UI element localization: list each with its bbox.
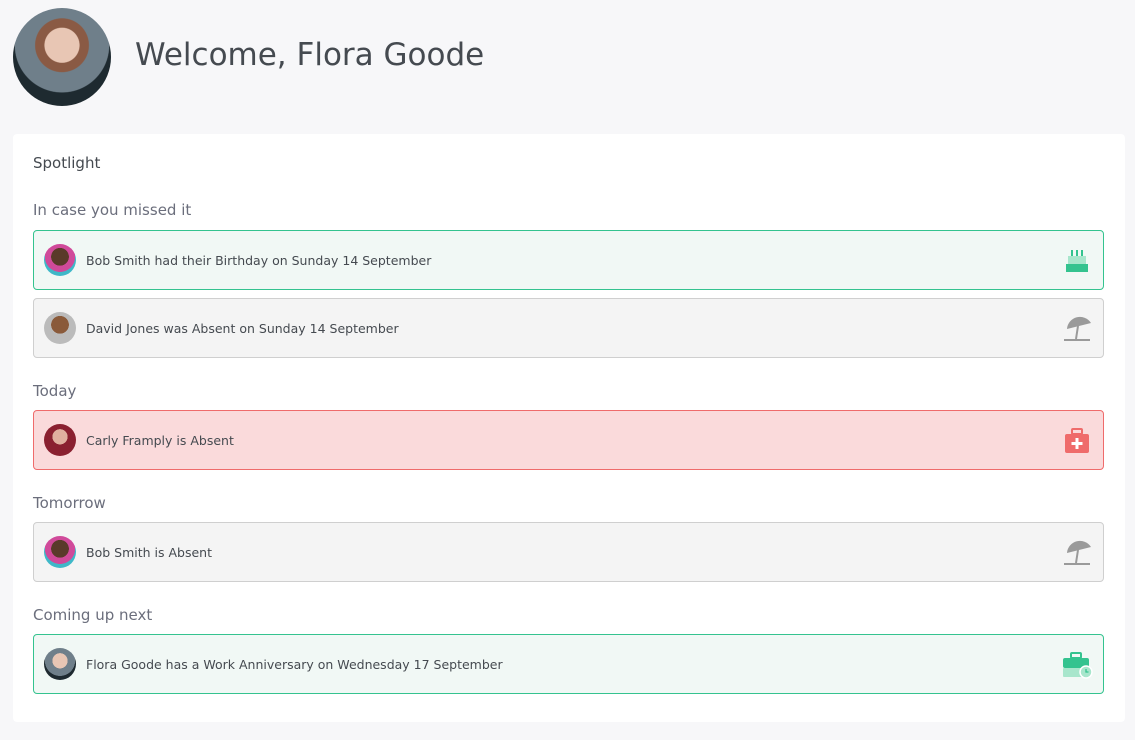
item-text: David Jones was Absent on Sunday 14 Sept… — [86, 320, 399, 336]
page-title: Welcome, Flora Goode — [135, 37, 485, 73]
item-text: Carly Framply is Absent — [86, 432, 234, 448]
item-text: Bob Smith is Absent — [86, 544, 212, 560]
avatar — [44, 424, 76, 456]
user-avatar — [13, 8, 111, 106]
avatar — [44, 312, 76, 344]
avatar — [44, 536, 76, 568]
spotlight-item[interactable]: Carly Framply is Absent — [33, 410, 1104, 470]
briefcase-clock-icon — [1063, 652, 1093, 679]
section-heading: Today — [33, 382, 77, 400]
spotlight-card: Spotlight In case you missed it Bob Smit… — [13, 134, 1125, 722]
spotlight-item[interactable]: Flora Goode has a Work Anniversary on We… — [33, 634, 1104, 694]
spotlight-title: Spotlight — [33, 154, 101, 172]
beach-umbrella-icon — [1064, 540, 1091, 565]
section-heading: Coming up next — [33, 606, 153, 624]
medical-kit-icon — [1065, 428, 1089, 453]
item-text: Bob Smith had their Birthday on Sunday 1… — [86, 252, 432, 268]
avatar — [44, 244, 76, 276]
spotlight-item[interactable]: David Jones was Absent on Sunday 14 Sept… — [33, 298, 1104, 358]
section-heading: In case you missed it — [33, 201, 192, 219]
section-heading: Tomorrow — [33, 494, 106, 512]
spotlight-item[interactable]: Bob Smith is Absent — [33, 522, 1104, 582]
item-text: Flora Goode has a Work Anniversary on We… — [86, 656, 503, 672]
avatar — [44, 648, 76, 680]
spotlight-item[interactable]: Bob Smith had their Birthday on Sunday 1… — [33, 230, 1104, 290]
beach-umbrella-icon — [1064, 316, 1091, 341]
birthday-cake-icon — [1066, 250, 1088, 272]
